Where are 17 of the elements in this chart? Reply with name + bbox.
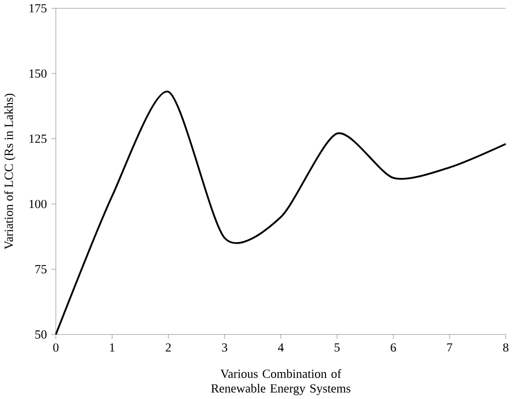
x-tick-label: 3 [222,343,228,352]
y-axis-title: Variation of LCC (Rs in Lakhs) [4,94,16,250]
y-tick-label: 125 [30,134,47,143]
x-tick-label: 2 [166,343,171,352]
y-tick-label: 50 [35,330,47,339]
x-tick-label: 7 [447,343,452,352]
x-tick-label: 1 [110,343,114,352]
x-tick-label: 6 [390,343,396,352]
x-tick-label: 0 [53,343,58,352]
y-tick-label: 175 [30,4,47,12]
y-tick-label: 100 [30,200,47,208]
y-tick-label: 75 [35,264,47,274]
x-tick-label: 8 [503,343,508,352]
x-tick-label: 5 [334,343,340,352]
y-tick-label: 150 [30,69,47,78]
x-axis-title: Various Combination of Renewable Energy Systems [211,369,350,396]
x-tick-label: 4 [278,343,284,352]
